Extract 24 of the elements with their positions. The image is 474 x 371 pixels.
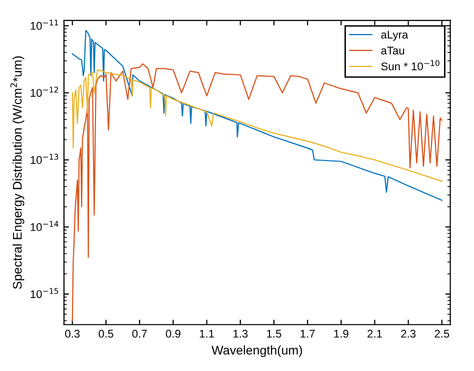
- line-series: [72, 69, 442, 182]
- x-tick-label: 0.7: [132, 330, 147, 338]
- x-tick-label: 2.3: [401, 330, 416, 338]
- legend-label: aLyra: [381, 30, 408, 41]
- x-tick-label: 0.3: [65, 330, 80, 338]
- line-series: [72, 30, 442, 201]
- legend-label: Sun * 10$^{−10}$: [381, 60, 440, 70]
- x-tick-label: 1.7: [300, 330, 315, 338]
- x-tick-label: 0.9: [166, 330, 180, 338]
- x-tick-label: 1.1: [200, 330, 214, 338]
- x-tick-label: 1.5: [267, 330, 282, 338]
- x-tick-label: 0.5: [98, 330, 114, 338]
- x-tick-label: 1.3: [233, 330, 248, 338]
- y-tick-label: 10$^{−12}$: [30, 86, 58, 97]
- y-tick-label: 10$^{−13}$: [30, 154, 58, 164]
- x-tick-label: 2.5: [434, 330, 450, 338]
- y-tick-label: 10$^{−11}$: [30, 20, 58, 30]
- x-tick-label: 1.9: [334, 330, 348, 338]
- y-axis-title: Spectral Engergy Distribution (W/cm$^{2}$*um): [10, 56, 24, 289]
- y-tick-label: 10$^{−15}$: [30, 288, 58, 298]
- x-axis-title: Wavelength(um): [212, 345, 302, 358]
- legend-label: aTau: [381, 46, 404, 54]
- x-tick-label: 2.1: [368, 330, 382, 338]
- y-tick-label: 10$^{−14}$: [30, 220, 58, 232]
